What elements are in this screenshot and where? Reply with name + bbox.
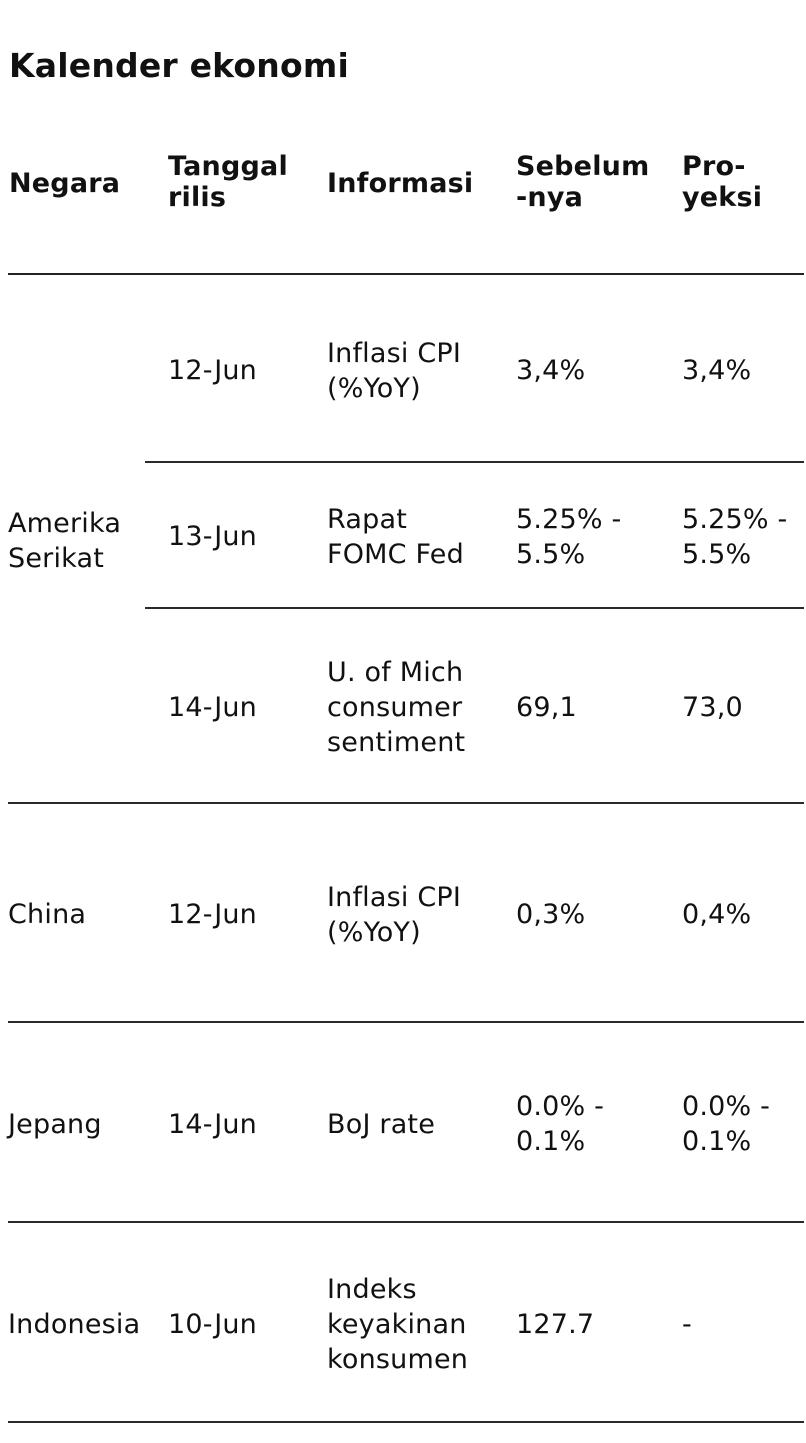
country-cell-japan: Jepang (8, 1109, 102, 1140)
row-info: Inflasi CPI (%YoY) (327, 338, 462, 404)
row-info: U. of Mich consumer sentiment (327, 657, 466, 758)
header-divider (8, 273, 804, 275)
group-divider (8, 1221, 804, 1223)
row-divider (145, 607, 804, 609)
row-date: 12-Jun (168, 355, 257, 386)
row-projection: 0.0% - 0.1% (682, 1091, 771, 1157)
table-bottom-divider (8, 1421, 804, 1423)
header-projection: Pro- yeksi (682, 151, 763, 213)
row-previous: 0.0% - 0.1% (516, 1091, 605, 1157)
header-date: Tanggal rilis (168, 151, 288, 213)
row-previous: 0,3% (516, 899, 586, 930)
row-date: 13-Jun (168, 521, 257, 552)
row-projection: 73,0 (682, 692, 743, 723)
row-divider (145, 461, 804, 463)
row-date: 12-Jun (168, 899, 257, 930)
header-info: Informasi (327, 168, 474, 199)
row-info: Rapat FOMC Fed (327, 504, 464, 570)
row-projection: - (682, 1309, 692, 1340)
row-info: BoJ rate (327, 1109, 436, 1140)
country-cell-china: China (8, 899, 87, 930)
country-cell-indonesia: Indonesia (8, 1309, 141, 1340)
header-country: Negara (9, 168, 121, 199)
row-previous: 3,4% (516, 355, 586, 386)
row-previous: 69,1 (516, 692, 577, 723)
group-divider (8, 802, 804, 804)
row-projection: 0,4% (682, 899, 752, 930)
row-date: 14-Jun (168, 1109, 257, 1140)
group-divider (8, 1021, 804, 1023)
row-info: Inflasi CPI (%YoY) (327, 882, 462, 948)
row-date: 14-Jun (168, 692, 257, 723)
row-projection: 5.25% - 5.5% (682, 504, 788, 570)
row-info: Indeks keyakinan konsumen (327, 1274, 469, 1375)
header-previous: Sebelum -nya (516, 151, 650, 213)
row-projection: 3,4% (682, 355, 752, 386)
row-previous: 127.7 (516, 1309, 595, 1340)
row-previous: 5.25% - 5.5% (516, 504, 622, 570)
page-title: Kalender ekonomi (9, 46, 349, 85)
country-cell-us: Amerika Serikat (8, 508, 122, 574)
row-date: 10-Jun (168, 1309, 257, 1340)
